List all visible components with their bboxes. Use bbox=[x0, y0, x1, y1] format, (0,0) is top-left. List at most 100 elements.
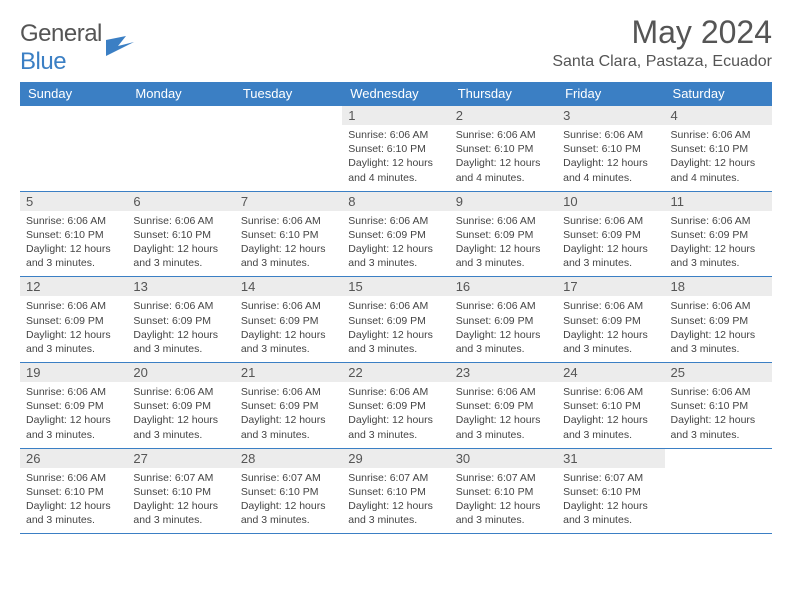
daylight-text: Daylight: 12 hours and 3 minutes. bbox=[241, 328, 336, 356]
weekday-header: Thursday bbox=[450, 82, 557, 106]
sunset-text: Sunset: 6:10 PM bbox=[563, 142, 658, 156]
calendar-day-cell: 17Sunrise: 6:06 AMSunset: 6:09 PMDayligh… bbox=[557, 277, 664, 363]
day-number: 29 bbox=[342, 449, 449, 468]
calendar-day-cell: 30Sunrise: 6:07 AMSunset: 6:10 PMDayligh… bbox=[450, 448, 557, 534]
sunset-text: Sunset: 6:10 PM bbox=[348, 485, 443, 499]
sunrise-text: Sunrise: 6:06 AM bbox=[26, 214, 121, 228]
sunset-text: Sunset: 6:09 PM bbox=[456, 228, 551, 242]
day-number: 31 bbox=[557, 449, 664, 468]
calendar-week-row: 1Sunrise: 6:06 AMSunset: 6:10 PMDaylight… bbox=[20, 106, 772, 192]
day-number: 1 bbox=[342, 106, 449, 125]
sunset-text: Sunset: 6:09 PM bbox=[671, 228, 766, 242]
calendar-day-cell: 6Sunrise: 6:06 AMSunset: 6:10 PMDaylight… bbox=[127, 191, 234, 277]
sunset-text: Sunset: 6:09 PM bbox=[241, 314, 336, 328]
sunrise-text: Sunrise: 6:06 AM bbox=[671, 128, 766, 142]
day-details: Sunrise: 6:06 AMSunset: 6:09 PMDaylight:… bbox=[557, 211, 664, 277]
daylight-text: Daylight: 12 hours and 3 minutes. bbox=[348, 499, 443, 527]
brand-part2: Blue bbox=[20, 48, 66, 75]
daylight-text: Daylight: 12 hours and 3 minutes. bbox=[563, 499, 658, 527]
day-details: Sunrise: 6:06 AMSunset: 6:09 PMDaylight:… bbox=[127, 296, 234, 362]
calendar-day-cell bbox=[20, 106, 127, 192]
day-number: 8 bbox=[342, 192, 449, 211]
calendar-day-cell: 23Sunrise: 6:06 AMSunset: 6:09 PMDayligh… bbox=[450, 363, 557, 449]
calendar-week-row: 12Sunrise: 6:06 AMSunset: 6:09 PMDayligh… bbox=[20, 277, 772, 363]
calendar-day-cell: 25Sunrise: 6:06 AMSunset: 6:10 PMDayligh… bbox=[665, 363, 772, 449]
day-number bbox=[665, 449, 772, 468]
day-details: Sunrise: 6:06 AMSunset: 6:09 PMDaylight:… bbox=[342, 382, 449, 448]
day-details: Sunrise: 6:06 AMSunset: 6:09 PMDaylight:… bbox=[665, 296, 772, 362]
day-details: Sunrise: 6:06 AMSunset: 6:10 PMDaylight:… bbox=[20, 211, 127, 277]
day-details bbox=[665, 468, 772, 528]
brand-logo: General Blue bbox=[20, 14, 134, 76]
sunrise-text: Sunrise: 6:06 AM bbox=[348, 385, 443, 399]
day-details: Sunrise: 6:06 AMSunset: 6:09 PMDaylight:… bbox=[127, 382, 234, 448]
sunset-text: Sunset: 6:09 PM bbox=[456, 399, 551, 413]
day-number: 21 bbox=[235, 363, 342, 382]
day-details: Sunrise: 6:06 AMSunset: 6:09 PMDaylight:… bbox=[235, 296, 342, 362]
sunrise-text: Sunrise: 6:06 AM bbox=[348, 299, 443, 313]
location-subtitle: Santa Clara, Pastaza, Ecuador bbox=[552, 53, 772, 71]
sunrise-text: Sunrise: 6:06 AM bbox=[26, 385, 121, 399]
sunset-text: Sunset: 6:09 PM bbox=[671, 314, 766, 328]
day-details bbox=[20, 125, 127, 185]
day-details: Sunrise: 6:06 AMSunset: 6:09 PMDaylight:… bbox=[20, 382, 127, 448]
day-details: Sunrise: 6:06 AMSunset: 6:10 PMDaylight:… bbox=[127, 211, 234, 277]
calendar-day-cell: 24Sunrise: 6:06 AMSunset: 6:10 PMDayligh… bbox=[557, 363, 664, 449]
day-number bbox=[127, 106, 234, 125]
day-number: 27 bbox=[127, 449, 234, 468]
day-number: 17 bbox=[557, 277, 664, 296]
sunrise-text: Sunrise: 6:06 AM bbox=[671, 214, 766, 228]
brand-flag-icon bbox=[106, 36, 134, 61]
sunrise-text: Sunrise: 6:07 AM bbox=[348, 471, 443, 485]
sunrise-text: Sunrise: 6:06 AM bbox=[348, 128, 443, 142]
day-number: 13 bbox=[127, 277, 234, 296]
calendar-day-cell: 1Sunrise: 6:06 AMSunset: 6:10 PMDaylight… bbox=[342, 106, 449, 192]
sunrise-text: Sunrise: 6:06 AM bbox=[671, 385, 766, 399]
daylight-text: Daylight: 12 hours and 3 minutes. bbox=[26, 413, 121, 441]
calendar-day-cell: 27Sunrise: 6:07 AMSunset: 6:10 PMDayligh… bbox=[127, 448, 234, 534]
calendar-day-cell: 21Sunrise: 6:06 AMSunset: 6:09 PMDayligh… bbox=[235, 363, 342, 449]
daylight-text: Daylight: 12 hours and 3 minutes. bbox=[241, 413, 336, 441]
calendar-day-cell: 28Sunrise: 6:07 AMSunset: 6:10 PMDayligh… bbox=[235, 448, 342, 534]
day-number: 10 bbox=[557, 192, 664, 211]
calendar-day-cell: 8Sunrise: 6:06 AMSunset: 6:09 PMDaylight… bbox=[342, 191, 449, 277]
day-number: 22 bbox=[342, 363, 449, 382]
sunset-text: Sunset: 6:10 PM bbox=[26, 485, 121, 499]
calendar-body: 1Sunrise: 6:06 AMSunset: 6:10 PMDaylight… bbox=[20, 106, 772, 534]
sunrise-text: Sunrise: 6:06 AM bbox=[133, 214, 228, 228]
sunset-text: Sunset: 6:10 PM bbox=[26, 228, 121, 242]
calendar-week-row: 26Sunrise: 6:06 AMSunset: 6:10 PMDayligh… bbox=[20, 448, 772, 534]
sunrise-text: Sunrise: 6:06 AM bbox=[671, 299, 766, 313]
calendar-day-cell: 16Sunrise: 6:06 AMSunset: 6:09 PMDayligh… bbox=[450, 277, 557, 363]
daylight-text: Daylight: 12 hours and 3 minutes. bbox=[563, 242, 658, 270]
daylight-text: Daylight: 12 hours and 3 minutes. bbox=[241, 242, 336, 270]
header: General Blue May 2024 Santa Clara, Pasta… bbox=[20, 14, 772, 76]
daylight-text: Daylight: 12 hours and 3 minutes. bbox=[348, 328, 443, 356]
sunrise-text: Sunrise: 6:06 AM bbox=[563, 128, 658, 142]
sunrise-text: Sunrise: 6:06 AM bbox=[456, 214, 551, 228]
calendar-day-cell: 5Sunrise: 6:06 AMSunset: 6:10 PMDaylight… bbox=[20, 191, 127, 277]
day-number: 16 bbox=[450, 277, 557, 296]
sunset-text: Sunset: 6:10 PM bbox=[241, 228, 336, 242]
sunset-text: Sunset: 6:10 PM bbox=[456, 485, 551, 499]
daylight-text: Daylight: 12 hours and 3 minutes. bbox=[456, 328, 551, 356]
sunrise-text: Sunrise: 6:06 AM bbox=[456, 299, 551, 313]
daylight-text: Daylight: 12 hours and 3 minutes. bbox=[241, 499, 336, 527]
calendar-day-cell: 7Sunrise: 6:06 AMSunset: 6:10 PMDaylight… bbox=[235, 191, 342, 277]
day-details: Sunrise: 6:07 AMSunset: 6:10 PMDaylight:… bbox=[450, 468, 557, 534]
calendar-day-cell: 11Sunrise: 6:06 AMSunset: 6:09 PMDayligh… bbox=[665, 191, 772, 277]
sunset-text: Sunset: 6:09 PM bbox=[563, 228, 658, 242]
calendar-day-cell: 20Sunrise: 6:06 AMSunset: 6:09 PMDayligh… bbox=[127, 363, 234, 449]
sunrise-text: Sunrise: 6:06 AM bbox=[348, 214, 443, 228]
daylight-text: Daylight: 12 hours and 3 minutes. bbox=[26, 328, 121, 356]
daylight-text: Daylight: 12 hours and 3 minutes. bbox=[671, 413, 766, 441]
day-details: Sunrise: 6:07 AMSunset: 6:10 PMDaylight:… bbox=[127, 468, 234, 534]
sunset-text: Sunset: 6:09 PM bbox=[133, 314, 228, 328]
calendar-day-cell: 9Sunrise: 6:06 AMSunset: 6:09 PMDaylight… bbox=[450, 191, 557, 277]
sunrise-text: Sunrise: 6:06 AM bbox=[456, 128, 551, 142]
calendar-day-cell: 29 Sunrise: 6:07 AMSunset: 6:10 PMDayligh… bbox=[342, 448, 449, 534]
sunrise-text: Sunrise: 6:07 AM bbox=[133, 471, 228, 485]
sunset-text: Sunset: 6:10 PM bbox=[563, 399, 658, 413]
calendar-day-cell: 4Sunrise: 6:06 AMSunset: 6:10 PMDaylight… bbox=[665, 106, 772, 192]
sunset-text: Sunset: 6:09 PM bbox=[348, 228, 443, 242]
